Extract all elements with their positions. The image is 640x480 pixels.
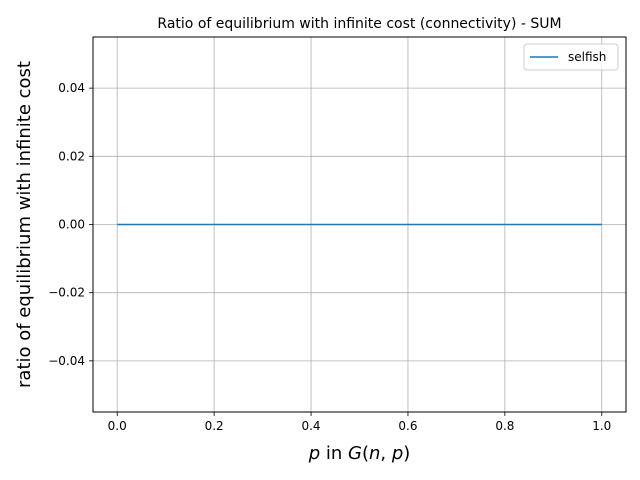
legend-box — [523, 43, 619, 71]
ticks: 0.0 0.2 0.4 0.6 0.8 1.0 −0.04 −0.02 0.00 0.02 0.04 — [48, 81, 611, 433]
y-axis-label: ratio of equilibrium with infinite cost — [14, 61, 35, 388]
y-tick-label: 0.02 — [58, 149, 85, 163]
y-tick-label: 0.04 — [58, 81, 85, 95]
x-tick-label: 0.6 — [398, 419, 417, 433]
legend-label: selfish — [568, 50, 606, 64]
y-tick-label: 0.00 — [58, 218, 85, 232]
x-axis-label-part: p — [391, 443, 403, 464]
x-axis-label-part: ( — [362, 443, 369, 464]
y-tick-label: −0.02 — [48, 286, 85, 300]
x-tick-label: 1.0 — [592, 419, 611, 433]
x-tick-label: 0.0 — [108, 419, 127, 433]
x-axis-label-part: n — [369, 443, 380, 464]
y-tick-label: −0.04 — [48, 354, 85, 368]
x-axis-label-part: G — [348, 443, 362, 464]
legend: selfish — [523, 43, 619, 71]
x-tick-label: 0.8 — [495, 419, 514, 433]
x-tick-label: 0.2 — [205, 419, 224, 433]
x-axis-label-part: in — [320, 443, 348, 464]
x-axis-label: p in G(n, p) — [308, 443, 411, 464]
x-axis-label-part: , — [380, 443, 391, 464]
x-axis-label-part: p — [308, 443, 320, 464]
x-axis-label-part: ) — [403, 443, 410, 464]
x-tick-label: 0.4 — [301, 419, 320, 433]
chart-title: Ratio of equilibrium with infinite cost … — [157, 16, 561, 32]
